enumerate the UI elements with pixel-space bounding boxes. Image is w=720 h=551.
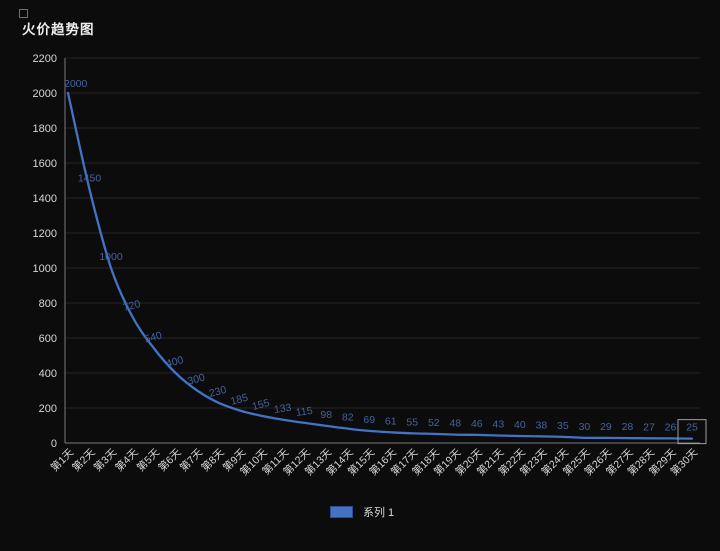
selected-data-label-box (677, 419, 707, 445)
y-tick-label-2200: 2200 (33, 53, 57, 65)
data-label-day6[interactable]: 400 (165, 354, 185, 370)
y-tick-label-1800: 1800 (33, 123, 57, 135)
data-label-day8[interactable]: 230 (208, 384, 228, 400)
x-tick-label-3: 第3天 (91, 446, 120, 475)
chart-legend[interactable]: 系列 1 (330, 504, 394, 520)
data-label-day30[interactable]: 25 (686, 422, 698, 434)
data-label-day23[interactable]: 38 (536, 419, 548, 431)
y-tick-label-2000: 2000 (33, 88, 57, 100)
data-label-day1[interactable]: 2000 (64, 78, 88, 90)
y-tick-label-1400: 1400 (33, 193, 57, 205)
x-tick-label-5: 第5天 (134, 446, 163, 475)
x-tick-label-8: 第8天 (199, 446, 228, 475)
series-line[interactable] (66, 91, 694, 440)
legend-label-series1: 系列 1 (363, 507, 395, 519)
data-label-day4[interactable]: 720 (122, 298, 142, 314)
data-label-day16[interactable]: 61 (385, 415, 397, 427)
y-tick-label-0: 0 (51, 438, 57, 450)
legend-swatch-series1 (330, 506, 353, 518)
x-tick-label-7: 第7天 (177, 446, 206, 475)
data-label-day25[interactable]: 30 (579, 421, 591, 433)
data-label-day10[interactable]: 155 (251, 397, 271, 413)
data-label-day3[interactable]: 1000 (99, 251, 123, 263)
data-label-day7[interactable]: 300 (186, 371, 206, 387)
selection-handle-artifact (19, 9, 28, 18)
y-tick-label-200: 200 (39, 403, 57, 415)
data-label-day20[interactable]: 46 (471, 418, 483, 430)
data-label-day21[interactable]: 43 (493, 418, 505, 430)
data-label-day22[interactable]: 40 (514, 419, 526, 431)
data-label-day5[interactable]: 540 (143, 329, 163, 345)
data-label-day17[interactable]: 55 (406, 416, 418, 428)
y-tick-label-800: 800 (39, 298, 57, 310)
y-tick-label-1200: 1200 (33, 228, 57, 240)
data-label-day15[interactable]: 69 (363, 414, 375, 426)
y-tick-label-600: 600 (39, 333, 57, 345)
y-tick-label-400: 400 (39, 368, 57, 380)
x-tick-label-6: 第6天 (156, 446, 185, 475)
data-label-day9[interactable]: 185 (229, 392, 249, 408)
data-label-day18[interactable]: 52 (428, 417, 440, 429)
data-label-day28[interactable]: 27 (643, 421, 655, 433)
data-label-day26[interactable]: 29 (600, 421, 612, 433)
data-label-day11[interactable]: 133 (273, 402, 292, 416)
y-tick-label-1000: 1000 (33, 263, 57, 275)
data-label-day29[interactable]: 26 (665, 421, 677, 433)
data-label-day19[interactable]: 48 (449, 418, 461, 430)
x-tick-label-2: 第2天 (69, 446, 98, 475)
data-label-day12[interactable]: 115 (295, 405, 313, 419)
data-label-day27[interactable]: 28 (622, 421, 634, 433)
data-label-day13[interactable]: 98 (320, 409, 332, 421)
x-tick-label-4: 第4天 (112, 446, 141, 475)
data-label-day14[interactable]: 82 (342, 412, 354, 424)
data-label-day24[interactable]: 35 (557, 420, 569, 432)
data-label-day2[interactable]: 1450 (78, 172, 102, 184)
y-tick-label-1600: 1600 (33, 158, 57, 170)
chart-title: 火价趋势图 (22, 22, 95, 37)
